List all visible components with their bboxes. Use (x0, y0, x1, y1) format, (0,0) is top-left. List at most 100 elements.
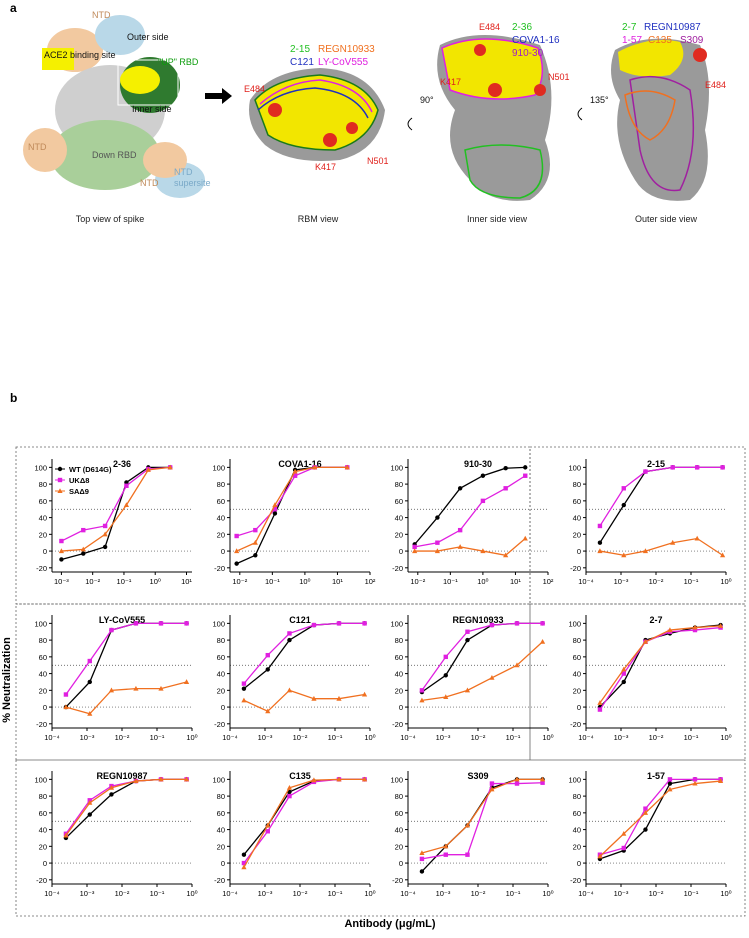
marker (419, 869, 425, 874)
x-tick-label: 10⁻² (115, 889, 130, 898)
marker (63, 692, 69, 697)
marker (597, 548, 603, 554)
x-tick-label: 10⁻³ (54, 577, 69, 586)
marker (667, 781, 673, 786)
x-tick-label: 10⁻⁴ (222, 889, 238, 898)
marker (183, 679, 190, 684)
marker (234, 533, 239, 539)
y-tick-label: 40 (39, 826, 47, 835)
y-tick-label: -20 (214, 876, 225, 885)
x-axis-label: Antibody (μg/mL) (344, 918, 435, 930)
x-tick-label: 10⁻⁴ (44, 733, 60, 742)
marker (81, 551, 86, 556)
marker (252, 539, 258, 545)
marker (287, 793, 292, 799)
y-tick-label: -20 (214, 720, 225, 729)
y-tick-label: 100 (212, 775, 225, 784)
marker (621, 671, 626, 676)
x-tick-label: 10⁻³ (614, 733, 629, 742)
y-tick-label: 20 (573, 530, 581, 539)
y-tick-label: 80 (395, 480, 403, 489)
marker (158, 776, 164, 782)
marker (692, 777, 698, 782)
marker (539, 776, 546, 782)
marker (253, 553, 258, 558)
marker (241, 864, 247, 870)
y-tick-label: -20 (570, 720, 581, 729)
x-tick-label: 10⁻¹ (328, 733, 343, 742)
x-tick-label: 10⁻¹ (506, 889, 521, 898)
curve (65, 622, 187, 708)
x-tick-label: 10⁰ (186, 889, 197, 898)
antibody-label: REGN10987 (644, 22, 701, 33)
x-tick-label: 10⁻³ (436, 733, 451, 742)
curve (421, 778, 543, 872)
marker (133, 778, 139, 784)
marker (234, 548, 240, 554)
y-tick-label: 60 (217, 497, 225, 506)
marker (670, 539, 676, 545)
marker (597, 700, 603, 705)
curve (421, 782, 543, 860)
curve (414, 466, 526, 545)
marker (272, 502, 278, 508)
marker (311, 695, 317, 701)
marker (265, 708, 271, 714)
y-tick-label: 100 (212, 463, 225, 472)
marker (694, 465, 700, 470)
x-tick-label: 10⁰ (364, 733, 375, 742)
marker (443, 843, 449, 849)
curve (421, 622, 543, 691)
panel-label: b (10, 391, 17, 405)
curve (236, 466, 348, 552)
curve (243, 778, 365, 868)
y-tick-label: 80 (573, 636, 581, 645)
x-tick-label: 10⁻³ (614, 889, 629, 898)
marker (336, 621, 342, 626)
marker (80, 546, 86, 552)
y-tick-label: 60 (217, 809, 225, 818)
y-tick-label: 40 (217, 670, 225, 679)
y-tick-label: 100 (212, 619, 225, 628)
legend-label: SAΔ9 (69, 487, 89, 496)
marker (158, 621, 164, 626)
marker (642, 548, 649, 554)
curve (421, 641, 544, 702)
marker (241, 681, 247, 686)
marker (643, 827, 648, 832)
marker (465, 852, 470, 857)
marker (109, 792, 114, 797)
x-tick-label: 10⁻¹ (506, 733, 521, 742)
marker (419, 697, 425, 703)
x-tick-label: 10⁻² (293, 733, 308, 742)
y-tick-label: 40 (39, 514, 47, 523)
x-tick-label: 10⁰ (477, 577, 488, 586)
antibody-label: 2-15 (290, 44, 310, 55)
x-tick-label: 10⁰ (186, 733, 197, 742)
marker (265, 822, 271, 828)
mutation-label: K417 (440, 77, 461, 87)
antibody-label: 910-30 (512, 48, 544, 59)
chart-title: 1-57 (647, 771, 665, 781)
chart-title: COVA1-16 (278, 459, 321, 469)
marker (412, 544, 417, 550)
marker (489, 786, 495, 792)
marker (311, 622, 317, 628)
curve (421, 778, 543, 854)
marker (241, 852, 247, 857)
spike-label: supersite (174, 178, 211, 188)
curve (65, 778, 187, 835)
y-tick-label: 0 (221, 703, 225, 712)
antibody-label: COVA1-16 (512, 35, 560, 46)
x-tick-label: 10⁻³ (80, 889, 95, 898)
marker (667, 777, 673, 782)
x-tick-label: 10⁻² (232, 577, 247, 586)
x-tick-label: 10⁻¹ (117, 577, 132, 586)
marker (480, 548, 486, 554)
marker (720, 552, 726, 558)
x-tick-label: 10⁻² (85, 577, 100, 586)
marker (489, 622, 495, 628)
y-tick-label: -20 (392, 876, 403, 885)
marker (123, 502, 130, 508)
